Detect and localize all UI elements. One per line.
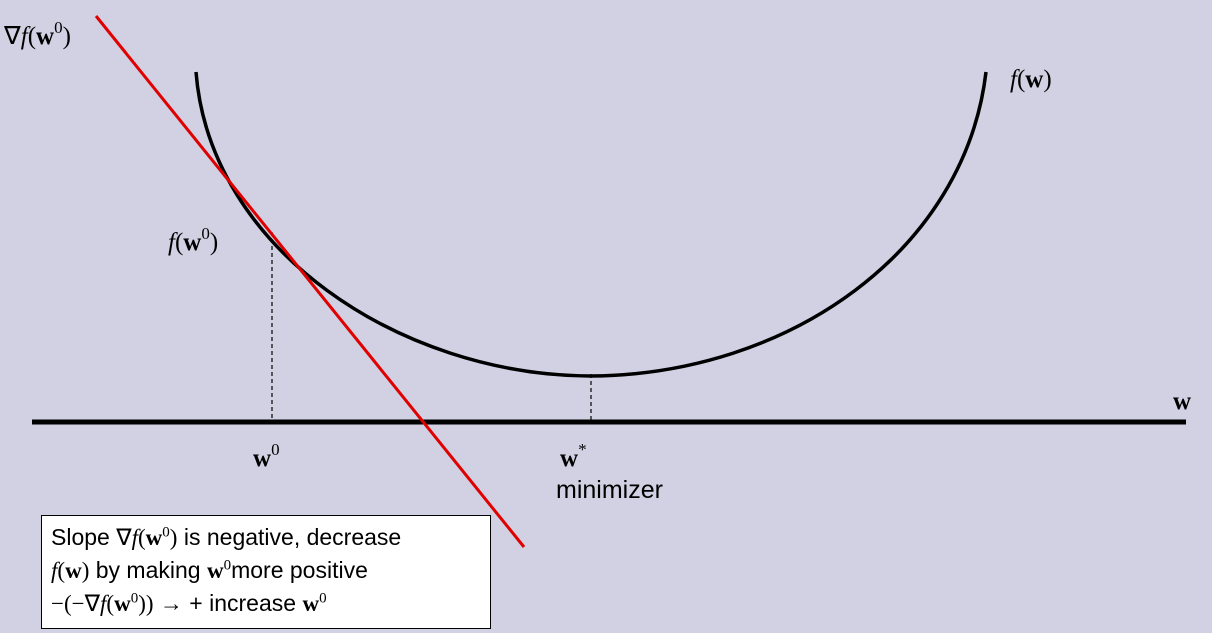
wstar-tick-label: w* [560,440,587,472]
point-label: f(w0) [168,224,218,256]
w0-tick-label: w0 [253,440,280,472]
gradient-label: ∇f(w0) [3,18,71,50]
note-line-1: Slope ∇f(w0) is negative, decrease [51,524,402,550]
function-curve [194,71,988,378]
function-label: f(w) [1010,66,1052,93]
tangent-line [94,15,526,548]
note-line-2: f(w) by making w0more positive [51,557,368,583]
note-line-3: −(−∇f(w0)) → + increase w0 [51,590,327,616]
axis-label: w [1173,388,1191,415]
minimizer-label: minimizer [556,476,663,504]
explanation-box: Slope ∇f(w0) is negative, decrease f(w) … [41,515,491,629]
